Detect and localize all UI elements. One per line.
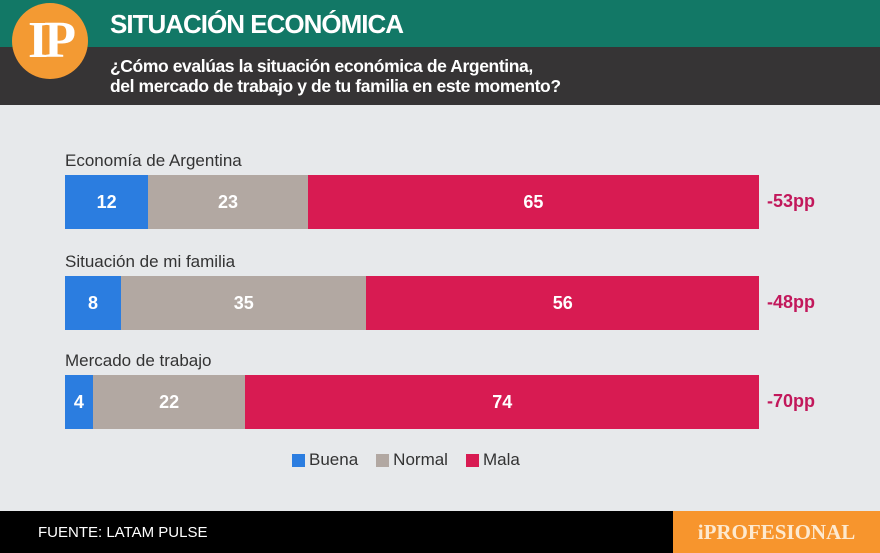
net-label: -53pp	[767, 191, 816, 211]
category-label: Mercado de trabajo	[65, 351, 212, 370]
legend-label: Buena	[309, 450, 359, 469]
legend-item-mala: Mala	[465, 450, 520, 470]
brand-logo: iPROFESIONAL	[673, 511, 880, 553]
legend-label: Normal	[393, 450, 448, 469]
bar-normal: 22	[92, 375, 246, 429]
page-title: SITUACIÓN ECONÓMICA	[110, 9, 404, 39]
bar-buena: 12	[65, 175, 149, 229]
source: FUENTE: LATAM PULSE	[38, 524, 208, 541]
legend-item-buena: Buena	[292, 450, 358, 470]
legend: Buena Normal Mala	[292, 450, 520, 470]
net-label: -70pp	[767, 391, 816, 411]
bar-mala: 65	[307, 175, 759, 229]
bar-normal: 23	[148, 175, 308, 229]
bar-normal: 35	[121, 276, 367, 330]
net-label: -48pp	[767, 292, 816, 312]
question-line-1: ¿Cómo evalúas la situación económica de …	[110, 56, 533, 76]
legend-swatch	[292, 453, 305, 467]
legend-label: Mala	[482, 450, 520, 469]
legend-item-normal: Normal	[376, 450, 448, 470]
question-line-2: del mercado de trabajo y de tu familia e…	[110, 76, 561, 96]
bar-mala: 56	[366, 276, 759, 330]
bar-mala: 74	[245, 375, 759, 429]
bar-buena: 8	[65, 276, 122, 330]
legend-swatch	[376, 453, 390, 467]
header-bar	[0, 0, 880, 47]
question-bar	[0, 47, 880, 105]
legend-swatch	[465, 453, 479, 467]
category-label: Economía de Argentina	[65, 151, 242, 170]
category-label: Situación de mi familia	[65, 252, 236, 271]
ip-logo: IP	[12, 3, 88, 79]
bar-buena: 4	[65, 375, 93, 429]
question: ¿Cómo evalúas la situación económica de …	[110, 56, 561, 96]
